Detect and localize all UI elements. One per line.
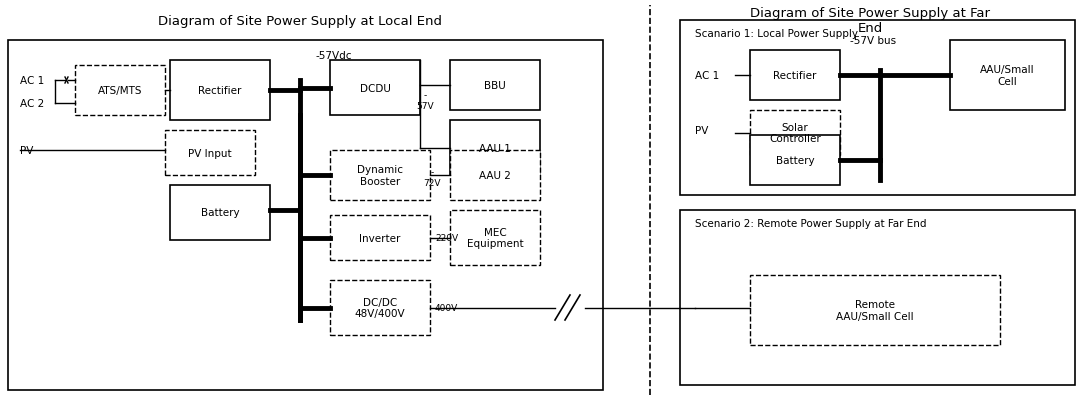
- Text: PV Input: PV Input: [188, 148, 232, 158]
- Text: BBU: BBU: [484, 81, 505, 91]
- Text: Rectifier: Rectifier: [773, 71, 816, 81]
- Text: Scanario 1: Local Power Supply: Scanario 1: Local Power Supply: [696, 29, 858, 39]
- Text: AAU 1: AAU 1: [480, 143, 511, 153]
- Bar: [8, 41, 603, 390]
- Bar: [165, 131, 255, 175]
- Text: ATS/MTS: ATS/MTS: [98, 86, 143, 96]
- Text: -
72V: - 72V: [423, 168, 441, 187]
- Text: 220V: 220V: [435, 233, 458, 243]
- Bar: [450, 211, 540, 265]
- Text: Dynamic
Booster: Dynamic Booster: [357, 165, 403, 186]
- Bar: [750, 111, 840, 156]
- Text: Solar
Controller: Solar Controller: [769, 122, 821, 144]
- Bar: [170, 61, 270, 121]
- Text: Battery: Battery: [775, 156, 814, 166]
- Bar: [330, 280, 430, 335]
- Text: -
57V: - 57V: [416, 91, 434, 111]
- Text: Rectifier: Rectifier: [199, 86, 242, 96]
- Text: Diagram of Site Power Supply at Local End: Diagram of Site Power Supply at Local En…: [158, 15, 442, 28]
- Text: AAU/Small
Cell: AAU/Small Cell: [981, 65, 1035, 87]
- Text: AAU 2: AAU 2: [480, 171, 511, 181]
- Text: Remote
AAU/Small Cell: Remote AAU/Small Cell: [836, 299, 914, 321]
- Text: PV: PV: [21, 146, 33, 156]
- Text: Diagram of Site Power Supply at Far
End: Diagram of Site Power Supply at Far End: [750, 7, 990, 35]
- Text: PV: PV: [696, 126, 708, 136]
- Bar: [170, 185, 270, 241]
- Text: Inverter: Inverter: [360, 233, 401, 243]
- Text: Battery: Battery: [201, 208, 240, 218]
- Text: 400V: 400V: [435, 303, 458, 312]
- Text: Scenario 2: Remote Power Supply at Far End: Scenario 2: Remote Power Supply at Far E…: [696, 218, 927, 228]
- Bar: [680, 211, 1075, 385]
- Bar: [450, 121, 540, 175]
- Bar: [75, 66, 165, 116]
- Text: AC 2: AC 2: [21, 99, 44, 109]
- Text: AC 1: AC 1: [696, 71, 719, 81]
- Bar: [330, 61, 420, 116]
- Text: -57V bus: -57V bus: [850, 36, 896, 46]
- Bar: [750, 275, 1000, 345]
- Bar: [330, 151, 430, 200]
- Bar: [330, 215, 430, 260]
- Bar: [750, 136, 840, 185]
- Text: DCDU: DCDU: [360, 83, 391, 93]
- Bar: [950, 41, 1065, 111]
- Bar: [680, 21, 1075, 196]
- Bar: [750, 51, 840, 101]
- Text: MEC
Equipment: MEC Equipment: [467, 227, 524, 249]
- Text: DC/DC
48V/400V: DC/DC 48V/400V: [354, 297, 405, 318]
- Text: AC 1: AC 1: [21, 76, 44, 86]
- Text: -57Vdc: -57Vdc: [315, 51, 351, 61]
- Bar: [450, 151, 540, 200]
- Bar: [450, 61, 540, 111]
